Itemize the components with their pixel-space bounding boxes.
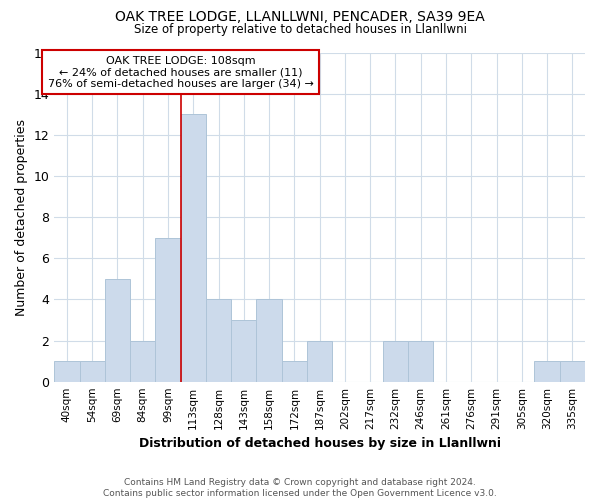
Bar bbox=[535, 361, 560, 382]
Bar bbox=[80, 361, 105, 382]
Bar bbox=[256, 300, 282, 382]
Text: Contains HM Land Registry data © Crown copyright and database right 2024.
Contai: Contains HM Land Registry data © Crown c… bbox=[103, 478, 497, 498]
Bar bbox=[130, 340, 155, 382]
Bar bbox=[307, 340, 332, 382]
Text: OAK TREE LODGE: 108sqm
← 24% of detached houses are smaller (11)
76% of semi-det: OAK TREE LODGE: 108sqm ← 24% of detached… bbox=[48, 56, 314, 89]
Bar bbox=[560, 361, 585, 382]
Bar bbox=[408, 340, 433, 382]
Bar bbox=[231, 320, 256, 382]
Bar bbox=[282, 361, 307, 382]
Bar bbox=[54, 361, 80, 382]
Bar bbox=[383, 340, 408, 382]
Text: OAK TREE LODGE, LLANLLWNI, PENCADER, SA39 9EA: OAK TREE LODGE, LLANLLWNI, PENCADER, SA3… bbox=[115, 10, 485, 24]
Bar bbox=[105, 279, 130, 382]
Bar bbox=[155, 238, 181, 382]
Y-axis label: Number of detached properties: Number of detached properties bbox=[15, 118, 28, 316]
Bar bbox=[181, 114, 206, 382]
Bar bbox=[206, 300, 231, 382]
X-axis label: Distribution of detached houses by size in Llanllwni: Distribution of detached houses by size … bbox=[139, 437, 500, 450]
Text: Size of property relative to detached houses in Llanllwni: Size of property relative to detached ho… bbox=[133, 22, 467, 36]
